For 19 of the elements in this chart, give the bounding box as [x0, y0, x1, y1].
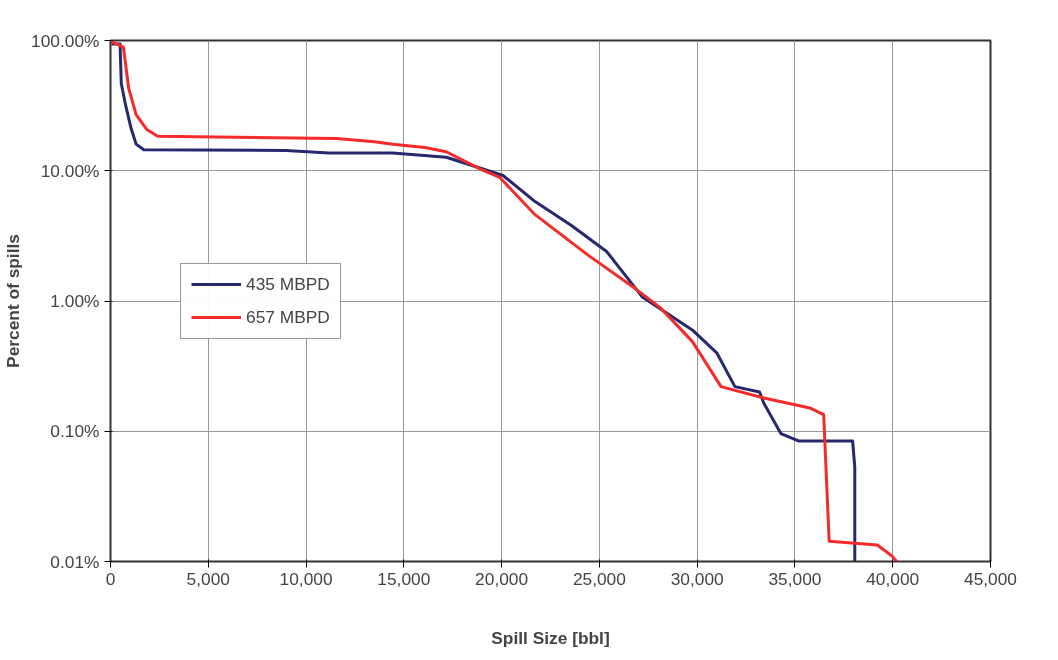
x-tick-label: 5,000	[186, 568, 230, 589]
y-axis-title: Percent of spills	[3, 234, 24, 368]
x-tick-label: 0	[105, 568, 116, 589]
x-tick-label: 20,000	[475, 568, 529, 589]
legend-label: 657 MBPD	[246, 306, 330, 328]
x-tick-label: 15,000	[377, 568, 431, 589]
y-tick-label: 10.00%	[40, 160, 100, 181]
x-tick-label: 30,000	[670, 568, 724, 589]
x-tick-label: 40,000	[866, 568, 920, 589]
x-axis-title: Spill Size [bbl]	[491, 627, 610, 648]
y-tick-label: 0.01%	[50, 551, 100, 572]
y-tick-label: 0.10%	[50, 421, 100, 442]
x-tick-label: 25,000	[572, 568, 626, 589]
y-tick-label: 100.00%	[31, 30, 100, 51]
y-tick-label: 1.00%	[50, 291, 100, 311]
legend-label: 435 MBPD	[246, 273, 330, 295]
x-tick-label: 35,000	[768, 568, 822, 589]
x-tick-label: 10,000	[279, 568, 333, 589]
x-tick-label: 45,000	[964, 568, 1017, 589]
